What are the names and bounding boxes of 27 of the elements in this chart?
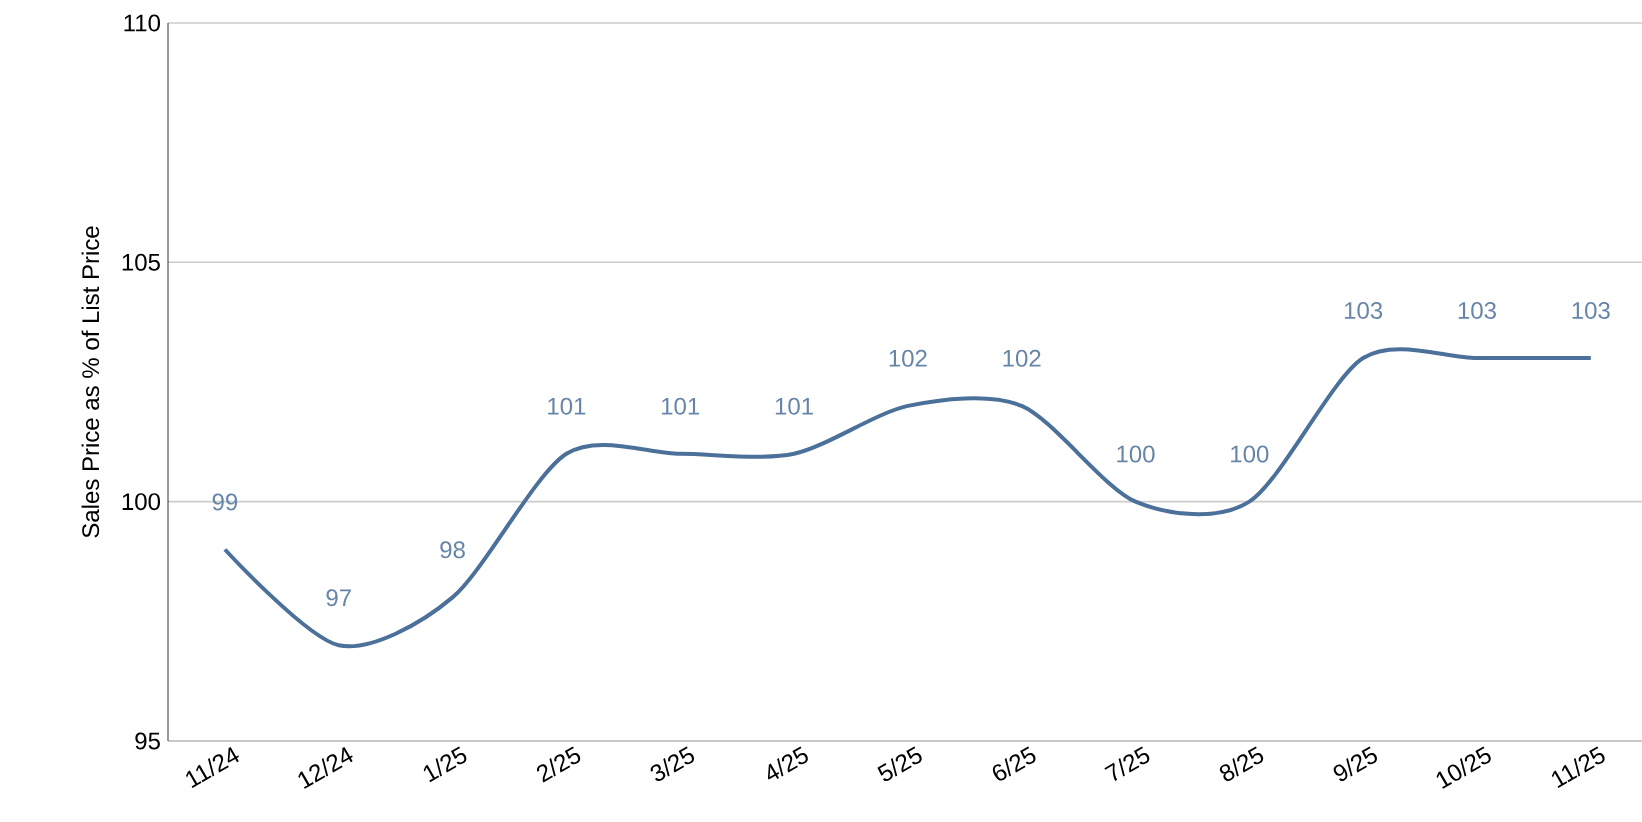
x-tick-label: 7/25	[1104, 746, 1150, 781]
data-label: 101	[548, 397, 586, 415]
x-tick-label: 1/25	[423, 746, 467, 783]
data-label: 101	[775, 397, 813, 415]
data-label: 101	[662, 397, 700, 415]
data-label: 98	[440, 541, 465, 559]
y-tick-label: 100	[122, 493, 161, 511]
y-tick-label: 105	[122, 253, 160, 271]
x-tick-label: 9/25	[1333, 746, 1377, 782]
x-tick-label: 8/25	[1219, 746, 1264, 781]
data-label: 103	[1458, 302, 1496, 319]
x-tick-label: 6/25	[992, 746, 1036, 781]
data-label: 100	[1231, 445, 1269, 463]
x-tick-label: 5/25	[877, 746, 922, 782]
data-label: 103	[1572, 302, 1610, 319]
y-axis-title: Sales Price as % of List Price	[81, 226, 100, 538]
x-tick-label: 4/25	[767, 746, 808, 780]
data-label: 102	[889, 349, 927, 367]
y-tick-label: 95	[135, 732, 160, 750]
data-label: 99	[212, 493, 238, 511]
data-label: 103	[1344, 302, 1383, 319]
x-tick-label: 2/25	[536, 746, 581, 783]
x-tick-label: 3/25	[650, 746, 695, 781]
data-label: 97	[326, 589, 351, 607]
data-label: 102	[1003, 349, 1041, 367]
data-label: 100	[1117, 445, 1155, 463]
y-tick-label: 110	[124, 14, 161, 32]
